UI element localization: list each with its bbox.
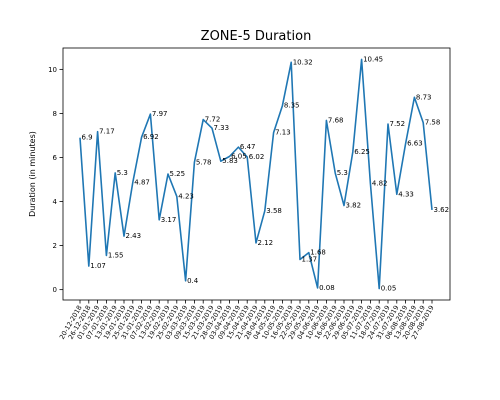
data-label: 8.73 [416,93,432,101]
data-label: 6.92 [143,133,159,141]
data-label: 2.43 [126,232,142,240]
data-label: 0.08 [319,284,335,292]
data-label: 1.37 [302,255,318,263]
data-label: 4.33 [398,190,414,198]
data-label: 5.3 [337,169,348,177]
data-label: 4.82 [372,179,388,187]
y-tick-label: 8 [53,110,57,118]
data-label: 5.25 [170,170,186,178]
data-label: 1.55 [108,252,124,260]
y-tick-label: 0 [53,286,57,294]
y-tick-label: 10 [48,66,57,74]
data-label: 6.05 [231,152,247,160]
data-label: 7.97 [152,110,168,118]
data-line [79,58,433,290]
y-tick-label: 4 [53,198,58,206]
data-label: 7.33 [214,124,230,132]
data-label: 3.62 [434,206,450,214]
data-label: 7.72 [205,116,221,124]
data-label: 5.83 [222,157,238,165]
data-label: 5.3 [117,169,128,177]
data-label: 6.63 [407,140,423,148]
data-label: 8.35 [284,102,300,110]
data-label: 6.9 [82,134,93,142]
data-label: 4.87 [134,178,150,186]
data-label: 7.13 [275,129,291,137]
y-tick-label: 2 [53,242,57,250]
data-label: 3.82 [346,202,362,210]
data-label: 1.07 [90,262,106,270]
data-label: 3.58 [266,207,282,215]
data-label: 7.58 [425,119,441,127]
data-label: 3.17 [161,216,177,224]
data-label: 5.78 [196,158,212,166]
y-tick-label: 6 [53,154,58,162]
data-label: 2.12 [258,239,274,247]
data-label: 6.47 [240,143,256,151]
data-label: 0.05 [381,285,397,293]
data-label: 6.25 [354,148,370,156]
plot-frame [62,47,451,301]
data-label: 0.4 [187,277,199,285]
data-label: 7.68 [328,116,344,124]
data-label: 7.52 [390,120,406,128]
chart-title: ZONE-5 Duration [201,29,312,44]
data-label: 6.02 [249,153,265,161]
data-label: 4.23 [178,192,194,200]
data-label: 10.45 [363,55,383,63]
y-axis-label: Duration (in minutes) [28,131,37,217]
data-label: 1.68 [310,249,326,257]
data-label: 10.32 [293,58,313,66]
data-label: 7.17 [99,128,115,136]
